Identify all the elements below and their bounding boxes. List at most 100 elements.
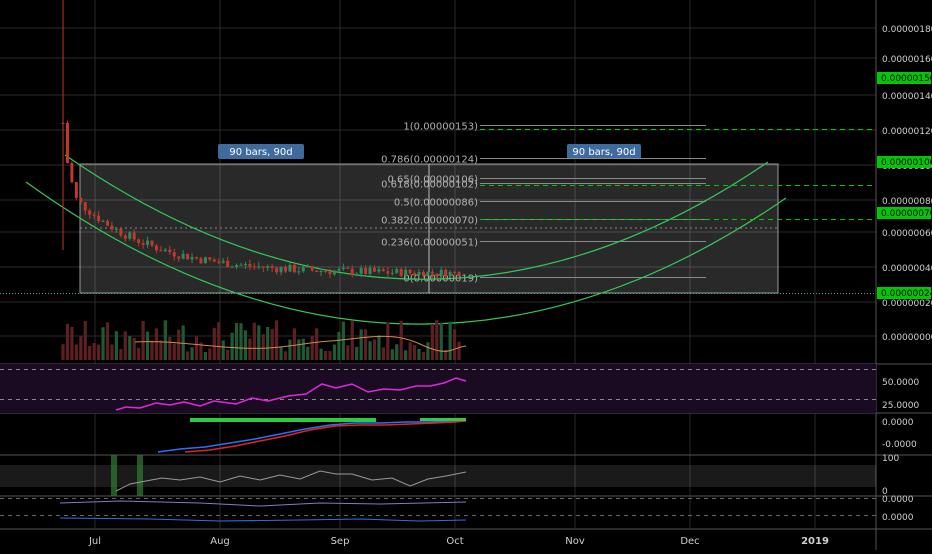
volume-bar [368,341,372,360]
range-label-text: 90 bars, 90d [572,147,635,158]
volume-bar [88,345,92,360]
candle-body [386,271,390,274]
candle-body [101,220,105,222]
candle-body [444,269,448,276]
volume-bar [341,321,345,360]
volume-bar [186,351,190,360]
volume-bar [123,331,127,360]
horizontal-lines[interactable] [0,129,876,294]
price-badge-text: 0.00000070 [881,209,932,219]
volume-bar [65,323,70,360]
candle-body [413,272,417,276]
candle-body [261,266,265,268]
arc-outer [25,181,787,325]
volume-bar [310,335,314,360]
candle-body [199,258,203,264]
candle-body [408,269,412,273]
candle-body [324,270,328,272]
stoch-tick-label: 0 [882,487,888,497]
volume-bar [154,328,159,360]
pane6-tick-label: 0.0000 [882,513,914,523]
volume-bar [417,349,421,360]
volume-bar [168,336,172,360]
candle-body [146,240,150,245]
price-tick-label: 0.00000060 [882,229,932,239]
pane5-tick-label: 0.0000 [882,495,914,505]
candle-body [114,228,118,230]
price-tick-label: 0.00000140 [882,92,932,102]
candle-body [235,265,239,267]
time-tick-label: Sep [331,536,350,547]
candle-body [177,256,181,259]
candle-body [230,266,234,268]
candle-body [453,271,457,273]
volume-bar [217,322,221,360]
stoch-tick-label: 100 [882,454,899,464]
volume-bar [159,340,163,360]
candle-body [368,267,372,274]
candle-body [195,257,198,259]
candle-body [373,267,376,272]
candle-body [168,249,172,253]
candle-body [137,239,141,243]
macd-histogram [420,418,466,421]
candle-body [119,228,123,236]
volume-bar [97,344,101,360]
macd-histogram [190,418,376,422]
time-axis[interactable]: Jul Aug Sep Oct Nov Dec 2019 [88,536,829,547]
volume-bar [137,347,141,360]
fib-level-label: 1(0.00000153) [403,122,478,133]
macd-signal-line [184,420,467,453]
oscillator-highlight [111,455,117,496]
volume-bar [448,321,452,360]
candle-body [123,235,127,239]
macd-tick-label: -0.0000 [882,440,917,450]
candle-body [301,266,305,272]
candle-body [97,215,101,222]
volume-bar [79,336,83,360]
volume-bar [386,322,390,360]
candle-body [355,273,359,275]
volume-bar [150,340,154,360]
price-axis[interactable]: 0.00000180 0.00000160 0.00000140 0.00000120… [877,25,932,523]
volume-bar [395,344,399,360]
candle-body [284,267,287,272]
rsi-line [115,377,467,411]
volume-bar [114,331,118,360]
candle-body [297,271,301,273]
volume-bar [337,331,341,360]
oscillator-line [115,470,467,492]
volume-bar [426,342,430,360]
candle-body [350,268,354,275]
time-tick-label: 2019 [801,536,829,547]
candle-body [172,252,176,257]
volume-bar [203,351,207,360]
volume-bar [435,320,439,360]
volume-bar [141,321,145,360]
candle-body [377,269,381,272]
volume-bar [261,334,265,360]
volume-bar [377,335,381,360]
candle-body [221,260,225,263]
fib-level-label: 0.65(0.00000106) [387,175,478,186]
volume-bar [444,349,448,360]
candle-body [70,163,74,183]
volume-bar [323,350,328,360]
volume-bar [190,347,194,360]
volume-bar [74,344,78,360]
candle-body [319,270,323,272]
volume-bar [177,329,181,360]
candle-body [186,253,190,260]
candle-body [430,271,434,274]
price-badge [877,207,931,219]
volume-bar [266,326,270,360]
macd-tick-label: 0.0000 [882,418,914,428]
volume-bar [439,322,443,360]
volume-bar [408,342,412,360]
range-label-badge [567,144,641,159]
volume-bar [430,324,434,360]
arc-drawings[interactable] [25,154,787,325]
candlesticks[interactable] [61,0,461,280]
